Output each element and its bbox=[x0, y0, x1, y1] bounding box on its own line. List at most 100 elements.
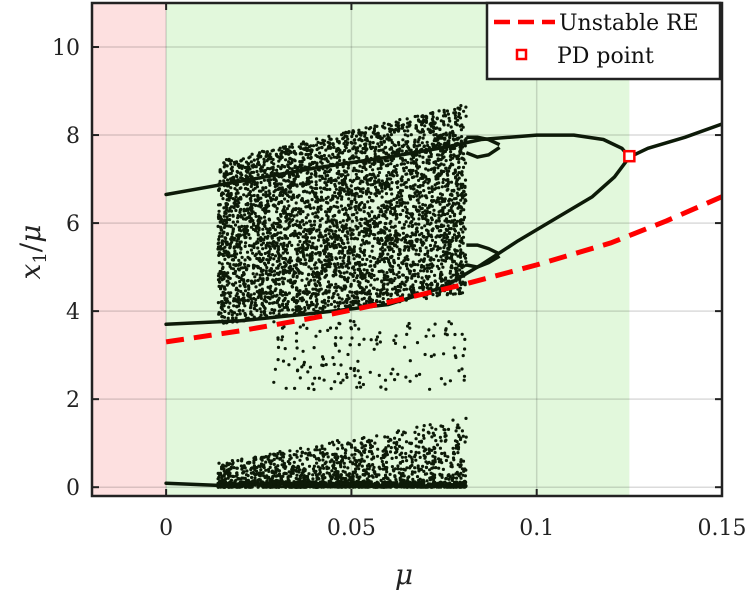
scatter-point-gap bbox=[391, 367, 395, 371]
scatter-point-upper bbox=[317, 281, 322, 285]
scatter-point-upper bbox=[462, 208, 466, 212]
scatter-point-upper bbox=[422, 265, 426, 269]
scatter-point-upper bbox=[459, 264, 463, 268]
scatter-point-upper bbox=[236, 170, 240, 174]
scatter-point-upper bbox=[446, 224, 450, 228]
scatter-point-upper bbox=[231, 220, 235, 224]
scatter-point-upper bbox=[335, 225, 339, 229]
scatter-point-upper bbox=[253, 275, 257, 279]
scatter-point-upper bbox=[449, 125, 453, 129]
scatter-point-gap bbox=[393, 341, 398, 345]
scatter-point-upper bbox=[236, 216, 240, 220]
scatter-point-upper bbox=[316, 205, 320, 209]
scatter-point-upper bbox=[370, 162, 374, 166]
scatter-point-upper bbox=[440, 185, 444, 189]
scatter-point-upper bbox=[246, 299, 250, 303]
scatter-point-upper bbox=[439, 136, 443, 140]
scatter-point-upper bbox=[310, 198, 314, 202]
scatter-point-upper bbox=[335, 301, 340, 305]
scatter-point-upper bbox=[400, 144, 404, 148]
scatter-point-upper bbox=[321, 263, 325, 267]
scatter-point-upper bbox=[293, 229, 297, 233]
scatter-point-upper bbox=[334, 229, 338, 233]
scatter-point-upper bbox=[264, 186, 268, 190]
scatter-point-upper bbox=[243, 187, 248, 191]
scatter-point-upper bbox=[361, 238, 365, 242]
scatter-point-upper bbox=[294, 305, 298, 309]
scatter-point-upper bbox=[355, 211, 359, 215]
scatter-point-gap bbox=[462, 374, 467, 378]
scatter-point-upper bbox=[326, 160, 330, 164]
scatter-point-upper bbox=[285, 305, 289, 310]
scatter-point-upper bbox=[311, 287, 315, 291]
scatter-point-upper bbox=[288, 220, 292, 224]
scatter-point-upper bbox=[428, 210, 432, 215]
scatter-point-upper bbox=[324, 196, 328, 201]
scatter-point-upper bbox=[409, 263, 413, 267]
scatter-point-upper bbox=[333, 233, 338, 237]
scatter-point-upper bbox=[378, 241, 382, 246]
scatter-point-upper bbox=[341, 259, 345, 263]
scatter-point-gap bbox=[348, 343, 352, 347]
scatter-point-upper bbox=[405, 262, 409, 266]
scatter-point-upper bbox=[252, 221, 256, 226]
scatter-point-upper bbox=[261, 227, 265, 231]
scatter-point-upper bbox=[431, 247, 435, 251]
scatter-point-upper bbox=[381, 297, 385, 301]
scatter-point-upper bbox=[242, 182, 246, 186]
scatter-point-upper bbox=[400, 280, 404, 284]
scatter-point-upper bbox=[452, 227, 456, 231]
scatter-point-upper bbox=[411, 260, 415, 264]
scatter-point-upper bbox=[449, 265, 453, 269]
scatter-point-upper bbox=[248, 155, 252, 159]
scatter-point-gap bbox=[396, 372, 400, 376]
scatter-point-lower bbox=[463, 440, 467, 444]
scatter-point-upper bbox=[314, 183, 318, 187]
scatter-point-gap bbox=[337, 349, 341, 353]
scatter-point-upper bbox=[424, 246, 428, 250]
scatter-point-upper bbox=[389, 255, 393, 259]
scatter-point-upper bbox=[457, 205, 461, 209]
scatter-point-upper bbox=[400, 149, 404, 153]
scatter-point-upper bbox=[291, 180, 295, 185]
scatter-point-upper bbox=[395, 163, 399, 167]
scatter-point-upper bbox=[429, 216, 434, 220]
scatter-point-upper bbox=[382, 276, 386, 280]
scatter-point-upper bbox=[243, 258, 247, 262]
scatter-point-gap bbox=[295, 331, 299, 335]
scatter-point-upper bbox=[418, 143, 422, 147]
scatter-point-upper bbox=[434, 133, 438, 137]
scatter-point-gap bbox=[377, 373, 381, 377]
scatter-point-upper bbox=[442, 122, 446, 126]
scatter-point-upper bbox=[385, 288, 389, 292]
scatter-point-upper bbox=[245, 182, 249, 186]
scatter-point-upper bbox=[298, 239, 302, 244]
scatter-point-upper bbox=[382, 229, 386, 233]
region-0 bbox=[92, 3, 167, 496]
scatter-point-upper bbox=[286, 199, 290, 203]
scatter-point-upper bbox=[283, 298, 287, 302]
scatter-point-upper bbox=[456, 154, 460, 158]
scatter-point-upper bbox=[256, 173, 260, 177]
scatter-point-gap bbox=[357, 327, 361, 331]
scatter-point-lower bbox=[311, 467, 316, 471]
scatter-point-upper bbox=[249, 208, 253, 213]
scatter-point-upper bbox=[418, 185, 422, 189]
scatter-point-upper bbox=[412, 268, 416, 273]
scatter-point-upper bbox=[228, 242, 232, 246]
scatter-point-upper bbox=[222, 219, 226, 223]
scatter-point-upper bbox=[256, 195, 260, 200]
scatter-point-upper bbox=[325, 247, 329, 251]
scatter-point-upper bbox=[434, 220, 438, 224]
scatter-point-upper bbox=[266, 234, 270, 238]
scatter-point-upper bbox=[275, 299, 280, 303]
scatter-point-upper bbox=[278, 262, 282, 266]
scatter-point-upper bbox=[350, 134, 354, 139]
scatter-point-upper bbox=[355, 292, 359, 296]
scatter-point-upper bbox=[375, 277, 379, 281]
scatter-point-upper bbox=[377, 213, 381, 217]
scatter-point-upper bbox=[346, 203, 350, 207]
scatter-point-upper bbox=[341, 207, 345, 212]
scatter-point-upper bbox=[324, 181, 328, 185]
scatter-point-gap bbox=[329, 387, 333, 391]
